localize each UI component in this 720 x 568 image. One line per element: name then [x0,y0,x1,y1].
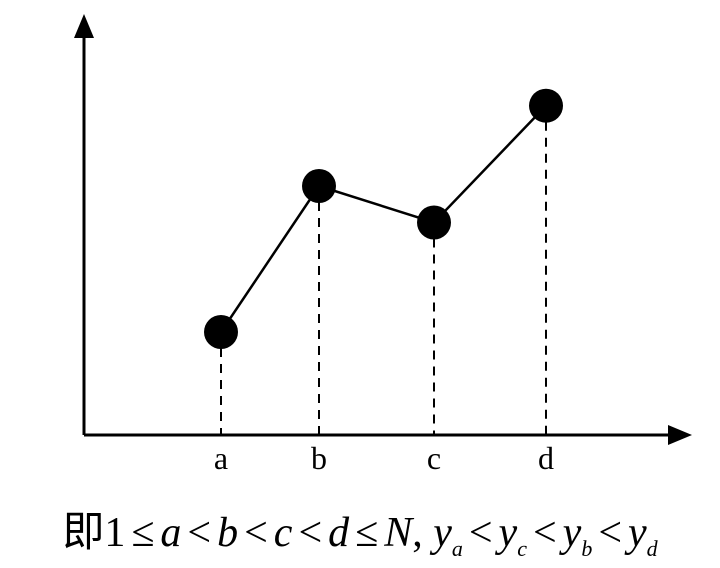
x-tick-label-a: a [214,440,228,476]
y-axis-arrow-icon [74,14,94,38]
condition-caption: 即1 ≤ a < b < c < d ≤ N, ya < yc < yb < yd [62,510,658,561]
point-b [302,169,336,203]
diagram-marks: a b c d [204,88,563,476]
connecting-line [219,104,547,333]
x-tick-label-b: b [311,440,327,476]
caption-prefix: 即1 [62,510,126,556]
x-axis-arrow-icon [668,425,692,445]
point-a [204,315,238,349]
point-c [417,205,451,240]
point-d [529,88,563,123]
x-tick-label-d: d [538,440,554,476]
x-tick-label-c: c [427,440,441,476]
